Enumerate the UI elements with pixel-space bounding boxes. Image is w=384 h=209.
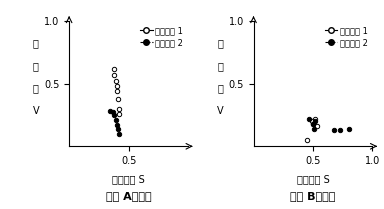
Text: 力: 力: [33, 61, 39, 71]
Text: 値: 値: [33, 84, 39, 94]
Point: [312, 117, 318, 120]
Point: [116, 112, 122, 115]
Point: [116, 107, 122, 110]
Point: [313, 125, 319, 128]
Text: 作業 Aの場合: 作業 Aの場合: [106, 191, 151, 201]
Point: [310, 122, 316, 125]
Point: [116, 132, 122, 135]
Point: [110, 111, 116, 114]
Point: [111, 113, 118, 117]
Text: 製品精度 S: 製品精度 S: [112, 174, 145, 184]
Point: [311, 127, 317, 130]
Text: 能: 能: [217, 38, 223, 48]
Text: 値: 値: [217, 84, 223, 94]
Point: [114, 89, 120, 93]
Point: [113, 79, 119, 83]
Point: [309, 120, 315, 123]
Point: [111, 73, 118, 76]
Point: [331, 128, 338, 132]
Point: [114, 123, 120, 127]
Point: [346, 127, 352, 130]
Point: [111, 67, 118, 70]
Point: [113, 118, 119, 122]
Point: [115, 127, 121, 130]
Point: [310, 122, 316, 125]
Point: [312, 120, 318, 123]
Text: V: V: [33, 106, 39, 116]
Point: [114, 84, 120, 88]
Text: 能: 能: [33, 38, 39, 48]
Text: V: V: [217, 106, 223, 116]
Point: [337, 128, 343, 132]
Text: 力: 力: [217, 61, 223, 71]
Point: [306, 117, 313, 120]
Point: [304, 138, 310, 142]
Text: 製品精度 S: 製品精度 S: [296, 174, 329, 184]
Legend: グループ 1, グループ 2: グループ 1, グループ 2: [324, 25, 368, 48]
Legend: グループ 1, グループ 2: グループ 1, グループ 2: [139, 25, 184, 48]
Point: [106, 110, 113, 113]
Point: [115, 97, 121, 100]
Text: 作業 Bの場合: 作業 Bの場合: [290, 191, 336, 201]
